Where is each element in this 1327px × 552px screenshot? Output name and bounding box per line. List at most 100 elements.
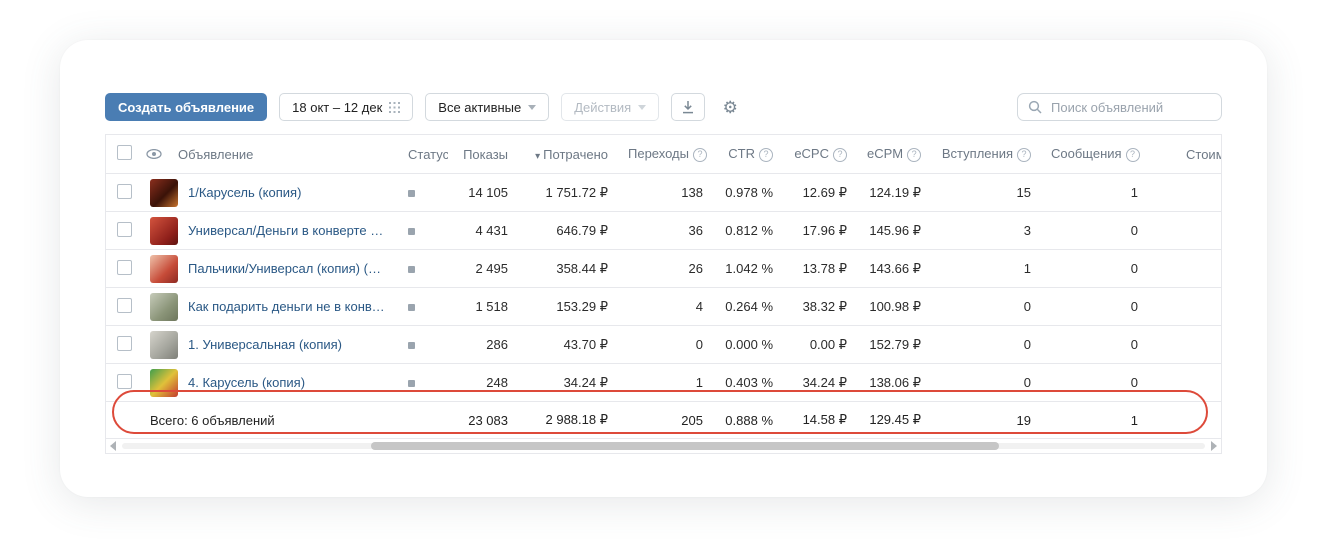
cell-messages: 0 [1041, 212, 1148, 250]
create-ad-button[interactable]: Создать объявление [105, 93, 267, 121]
status-stopped-icon [408, 228, 415, 235]
row-checkbox[interactable] [117, 222, 132, 237]
ad-name-link[interactable]: 4. Карусель (копия) [188, 375, 305, 390]
ad-name-link[interactable]: Пальчики/Универсал (копия) (копия) [188, 261, 386, 276]
calendar-grid-icon [389, 102, 400, 113]
cell-spent: 358.44 ₽ [518, 250, 618, 288]
ad-thumbnail[interactable] [150, 331, 178, 359]
row-checkbox[interactable] [117, 374, 132, 389]
cell-cost [1148, 326, 1222, 364]
scroll-left-icon[interactable] [110, 441, 116, 451]
export-button[interactable] [671, 93, 705, 121]
ad-thumbnail[interactable] [150, 255, 178, 283]
help-icon[interactable]: ? [833, 148, 847, 162]
search-box [1017, 93, 1222, 121]
col-header-ecpc[interactable]: eCPC? [783, 135, 857, 174]
cell-ecpc: 38.32 ₽ [783, 288, 857, 326]
col-header-ecpm[interactable]: eCPM? [857, 135, 931, 174]
col-header-visibility[interactable] [140, 135, 168, 174]
ad-name-link[interactable]: 1/Карусель (копия) [188, 185, 301, 200]
ad-thumbnail[interactable] [150, 217, 178, 245]
col-header-impressions[interactable]: Показы [448, 135, 518, 174]
gear-icon: ⚙ [723, 99, 738, 116]
ad-thumbnail[interactable] [150, 369, 178, 397]
cell-ecpm: 124.19 ₽ [857, 174, 931, 212]
cell-joins: 1 [931, 250, 1041, 288]
cell-joins: 15 [931, 174, 1041, 212]
help-icon[interactable]: ? [907, 148, 921, 162]
help-icon[interactable]: ? [1126, 148, 1140, 162]
ad-name-link[interactable]: 1. Универсальная (копия) [188, 337, 342, 352]
row-checkbox[interactable] [117, 336, 132, 351]
col-header-ctr[interactable]: CTR? [713, 135, 783, 174]
ads-table: Объявление Статус Показы ▾Потрачено Пере… [106, 135, 1222, 438]
col-header-messages-label: Сообщения [1051, 146, 1122, 161]
table-row[interactable]: Пальчики/Универсал (копия) (копия) 2 495… [106, 250, 1222, 288]
help-icon[interactable]: ? [759, 148, 773, 162]
col-header-spent-label: Потрачено [543, 147, 608, 162]
table-row[interactable]: 1. Универсальная (копия) 286 43.70 ₽ 0 0… [106, 326, 1222, 364]
cell-ecpm: 152.79 ₽ [857, 326, 931, 364]
table-row[interactable]: Как подарить деньги не в конверте 1 518 … [106, 288, 1222, 326]
col-header-ad[interactable]: Объявление [168, 135, 396, 174]
row-checkbox[interactable] [117, 184, 132, 199]
cell-impressions: 248 [448, 364, 518, 402]
col-header-status[interactable]: Статус [396, 135, 448, 174]
row-checkbox[interactable] [117, 298, 132, 313]
scroll-right-icon[interactable] [1211, 441, 1217, 451]
ad-name-link[interactable]: Универсал/Деньги в конверте (копия) [188, 223, 386, 238]
col-header-ecpc-label: eCPC [794, 146, 829, 161]
date-range-button[interactable]: 18 окт – 12 дек [279, 93, 413, 121]
cell-cost [1148, 288, 1222, 326]
ad-thumbnail[interactable] [150, 179, 178, 207]
settings-button[interactable]: ⚙ [717, 93, 743, 121]
cell-spent: 43.70 ₽ [518, 326, 618, 364]
cell-joins: 3 [931, 212, 1041, 250]
row-checkbox[interactable] [117, 260, 132, 275]
cell-ctr: 0.264 % [713, 288, 783, 326]
col-header-messages[interactable]: Сообщения? [1041, 135, 1148, 174]
total-ecpm: 129.45 ₽ [857, 402, 931, 439]
col-header-joins-label: Вступления [942, 146, 1013, 161]
download-icon [681, 100, 695, 114]
cell-cost [1148, 364, 1222, 402]
cell-ctr: 1.042 % [713, 250, 783, 288]
cell-ctr: 0.978 % [713, 174, 783, 212]
cell-spent: 153.29 ₽ [518, 288, 618, 326]
cell-ctr: 0.403 % [713, 364, 783, 402]
cell-impressions: 4 431 [448, 212, 518, 250]
table-row[interactable]: 4. Карусель (копия) 248 34.24 ₽ 1 0.403 … [106, 364, 1222, 402]
cell-clicks: 1 [618, 364, 713, 402]
cell-joins: 0 [931, 326, 1041, 364]
cell-ecpc: 17.96 ₽ [783, 212, 857, 250]
col-header-cost[interactable]: Стоим [1148, 135, 1222, 174]
total-joins: 19 [931, 402, 1041, 439]
status-filter-label: Все активные [438, 100, 521, 115]
col-header-spent[interactable]: ▾Потрачено [518, 135, 618, 174]
col-header-joins[interactable]: Вступления? [931, 135, 1041, 174]
scrollbar-track[interactable] [122, 443, 1205, 449]
cell-joins: 0 [931, 364, 1041, 402]
status-filter-dropdown[interactable]: Все активные [425, 93, 549, 121]
horizontal-scrollbar[interactable] [106, 438, 1221, 453]
col-header-clicks[interactable]: Переходы? [618, 135, 713, 174]
cell-cost [1148, 250, 1222, 288]
cell-ecpc: 12.69 ₽ [783, 174, 857, 212]
table-row[interactable]: Универсал/Деньги в конверте (копия) 4 43… [106, 212, 1222, 250]
status-stopped-icon [408, 190, 415, 197]
help-icon[interactable]: ? [693, 148, 707, 162]
cell-messages: 0 [1041, 326, 1148, 364]
cell-messages: 0 [1041, 250, 1148, 288]
total-cost [1148, 402, 1222, 439]
select-all-checkbox[interactable] [117, 145, 132, 160]
ad-thumbnail[interactable] [150, 293, 178, 321]
ad-name-link[interactable]: Как подарить деньги не в конверте [188, 299, 386, 314]
col-header-ctr-label: CTR [728, 146, 755, 161]
help-icon[interactable]: ? [1017, 148, 1031, 162]
scrollbar-thumb[interactable] [371, 442, 999, 450]
actions-dropdown[interactable]: Действия [561, 93, 659, 121]
table-row[interactable]: 1/Карусель (копия) 14 105 1 751.72 ₽ 138… [106, 174, 1222, 212]
status-stopped-icon [408, 342, 415, 349]
cell-messages: 0 [1041, 288, 1148, 326]
search-input[interactable] [1049, 99, 1211, 116]
